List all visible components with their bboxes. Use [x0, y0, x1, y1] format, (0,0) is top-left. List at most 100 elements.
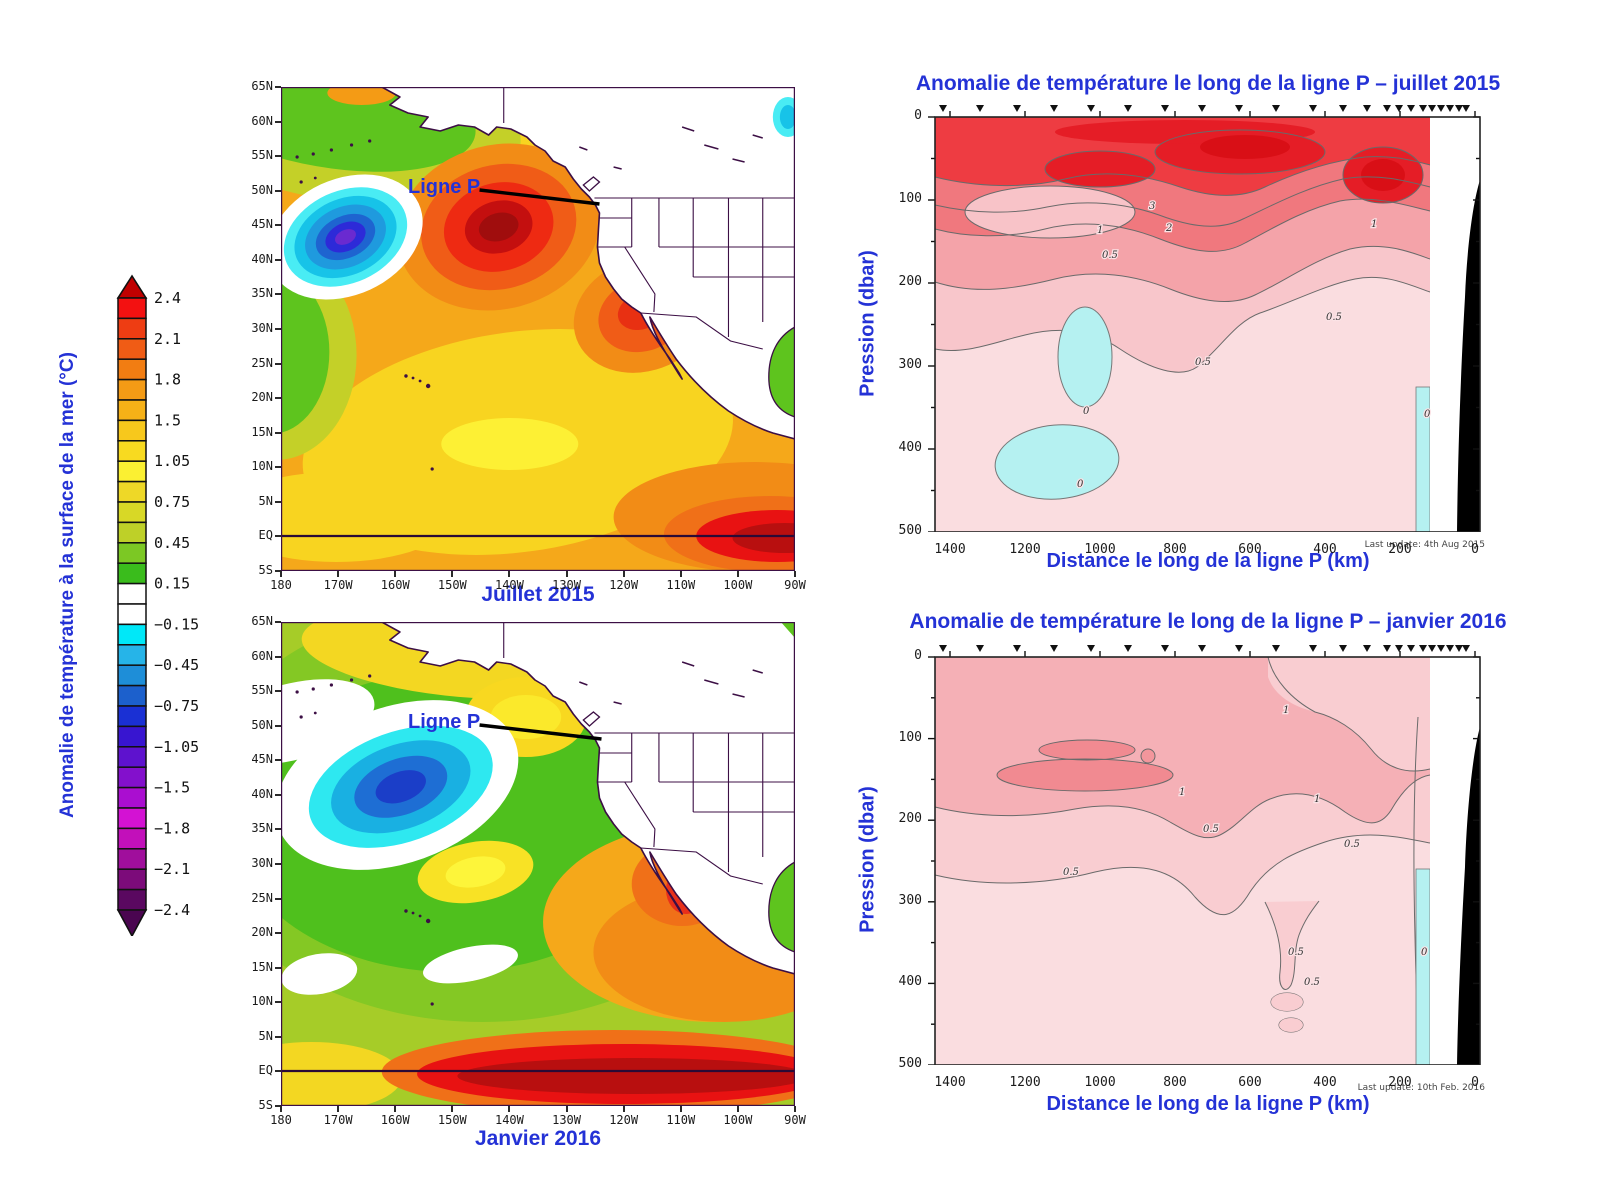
yellow-patch	[417, 840, 534, 904]
section-january-2016: 1 1 1 0.5 0.5 0.5 0.5 0.5 0	[928, 645, 1481, 1065]
ligne-p-label-january: Ligne P	[408, 711, 481, 733]
lon-tick: 170W	[323, 1113, 353, 1127]
lon-tick: 140W	[494, 578, 524, 592]
distance-tick: 600	[1238, 1075, 1262, 1090]
lon-tickmark	[622, 1106, 625, 1112]
pressure-tick: 100	[898, 191, 922, 206]
pressure-tick: 300	[898, 892, 922, 908]
distance-tick: 400	[1313, 1075, 1337, 1090]
lon-tick: 110W	[666, 578, 696, 592]
colorbar-tick: 0.45	[154, 534, 190, 552]
station-marker	[1309, 645, 1317, 652]
station-marker	[976, 105, 984, 112]
contour-label: 0.5	[1102, 250, 1118, 261]
station-marker	[1395, 105, 1403, 112]
distance-tick: 1000	[1084, 1075, 1116, 1090]
station-marker	[1013, 645, 1021, 652]
map-january-2016	[281, 622, 795, 1106]
station-marker	[1407, 105, 1415, 112]
lat-tick: 55N	[251, 683, 273, 698]
contour-label: 1	[1097, 225, 1103, 236]
contour-label: 1	[1179, 787, 1185, 798]
equatorial-warm-band	[381, 1030, 795, 1106]
lon-tickmark	[565, 571, 568, 577]
distance-tick: 1400	[934, 1075, 966, 1090]
colorbar-tick: 1.8	[154, 371, 181, 389]
last-update-july: Last update: 4th Aug 2015	[1364, 540, 1485, 550]
lat-tickmark	[275, 1035, 281, 1038]
lat-tick: 25N	[251, 890, 273, 905]
section-title-july: Anomalie de température le long de la li…	[915, 72, 1501, 95]
section-xlabel-july: Distance le long de la ligne P (km)	[1046, 550, 1370, 572]
lon-tick: 90W	[784, 578, 806, 592]
map-caption-january: Janvier 2016	[474, 1127, 602, 1150]
station-marker	[1087, 645, 1095, 652]
lon-tickmark	[508, 1106, 511, 1112]
lat-tickmark	[275, 828, 281, 831]
distance-tick: 200	[1388, 1075, 1412, 1090]
pressure-tick: 400	[898, 974, 922, 990]
pressure-tick: 200	[898, 811, 922, 827]
contour-label: 1	[1371, 219, 1377, 230]
colorbar-tick: 0.15	[154, 575, 190, 593]
lat-tickmark	[275, 932, 281, 935]
hawaii-islands	[404, 909, 434, 1006]
colorbar-tick: −2.1	[154, 860, 190, 878]
contour-label: 0.5	[1203, 824, 1219, 835]
lon-tick: 100W	[723, 578, 753, 592]
lon-tick: 120W	[609, 578, 639, 592]
lat-tick: 15N	[251, 424, 273, 439]
lat-tickmark	[275, 1105, 281, 1107]
lat-tickmark	[275, 724, 281, 727]
colorbar-tick: −1.5	[154, 779, 190, 797]
lat-tickmark	[275, 500, 281, 503]
station-marker	[1383, 105, 1391, 112]
contour-label: 1	[1283, 705, 1289, 716]
station-marker	[1124, 105, 1132, 112]
ligne-p-label-july: Ligne P	[408, 176, 481, 198]
lat-tick: 45N	[251, 752, 273, 767]
lat-tickmark	[275, 897, 281, 900]
distance-tick: 0	[1471, 1075, 1479, 1090]
station-marker	[939, 645, 947, 652]
contour-label: 2	[1165, 223, 1172, 234]
station-marker	[1363, 645, 1371, 652]
lat-tickmark	[275, 966, 281, 969]
lat-tick: 60N	[251, 113, 273, 128]
lat-tick: 45N	[251, 217, 273, 232]
lat-tick: 5N	[258, 493, 273, 508]
lat-tick: 50N	[251, 717, 273, 732]
lon-tick: 140W	[494, 1113, 524, 1127]
lat-tickmark	[275, 224, 281, 227]
contour-label: 0	[1083, 406, 1090, 417]
distance-tick: 200	[1388, 542, 1412, 557]
station-marker	[1446, 645, 1454, 652]
lat-tick: 65N	[251, 614, 273, 628]
lat-tickmark	[275, 328, 281, 330]
station-marker	[976, 645, 984, 652]
lon-tickmark	[794, 571, 796, 577]
contour-label: 0	[1077, 479, 1084, 490]
station-marker	[1124, 645, 1132, 652]
station-marker	[1455, 105, 1463, 112]
cold-anomaly	[281, 174, 423, 300]
lat-tickmark	[275, 258, 281, 261]
section-title-january: Anomalie de température le long de la li…	[909, 610, 1507, 633]
lat-tick: 5S	[258, 1098, 273, 1112]
contour-label: 0.5	[1304, 977, 1320, 988]
lon-tickmark	[337, 571, 340, 577]
colorbar-tick: −0.15	[154, 615, 199, 633]
lon-tickmark	[679, 571, 682, 577]
station-marker	[1161, 105, 1169, 112]
lat-tick: 25N	[251, 355, 273, 370]
warm-cores	[997, 740, 1173, 791]
lon-tickmark	[736, 1106, 739, 1112]
station-marker	[1013, 105, 1021, 112]
station-marker	[1395, 645, 1403, 652]
lat-tick: 35N	[251, 286, 273, 301]
colorbar-tick: −0.45	[154, 656, 199, 674]
lon-tickmark	[565, 1106, 568, 1112]
station-marker	[1198, 105, 1206, 112]
lat-tick: 5N	[258, 1028, 273, 1043]
lat-tickmark	[275, 535, 281, 538]
